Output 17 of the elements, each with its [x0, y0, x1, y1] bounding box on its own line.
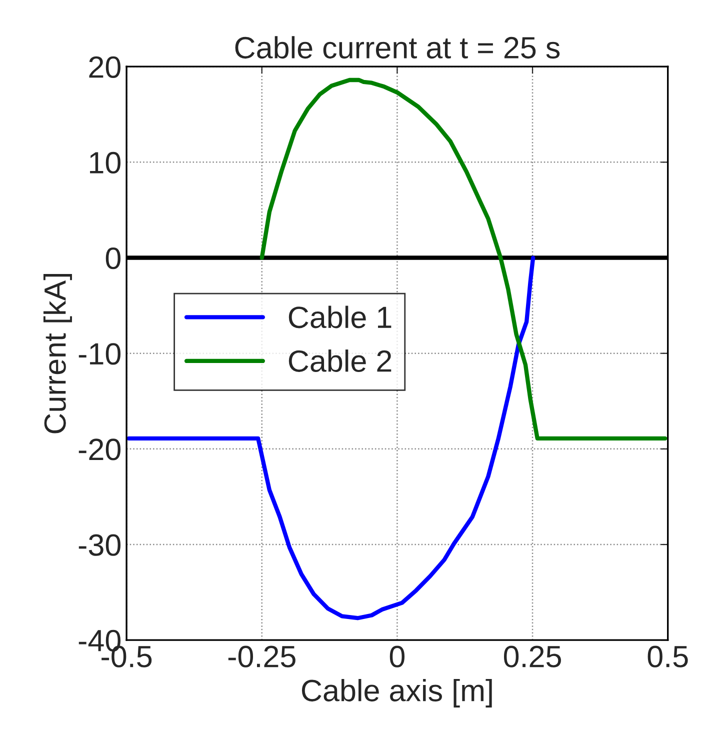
legend-label: Cable 2: [288, 350, 392, 372]
line-series: [126, 256, 536, 620]
x-axis-title: Cable axis [m]: [302, 679, 492, 708]
chart-title: Cable current at t = 25 s: [235, 36, 560, 59]
y-tick-label: 10: [90, 152, 120, 174]
y-tick-label: -30: [78, 534, 120, 556]
legend-label: Cable 1: [288, 306, 392, 328]
y-tick-label: -20: [78, 438, 120, 460]
x-tick-label: -0.25: [228, 646, 296, 668]
x-tick-label: 0.25: [504, 646, 561, 668]
y-tick-label: 20: [89, 56, 120, 78]
x-tick-label: 0: [390, 646, 404, 668]
y-tick-label: 0: [106, 248, 120, 270]
y-axis-title: Current [kA]: [43, 274, 72, 434]
line-series: [260, 78, 668, 441]
y-tick-label: -10: [78, 343, 120, 365]
x-tick-label: 0.5: [648, 646, 688, 668]
